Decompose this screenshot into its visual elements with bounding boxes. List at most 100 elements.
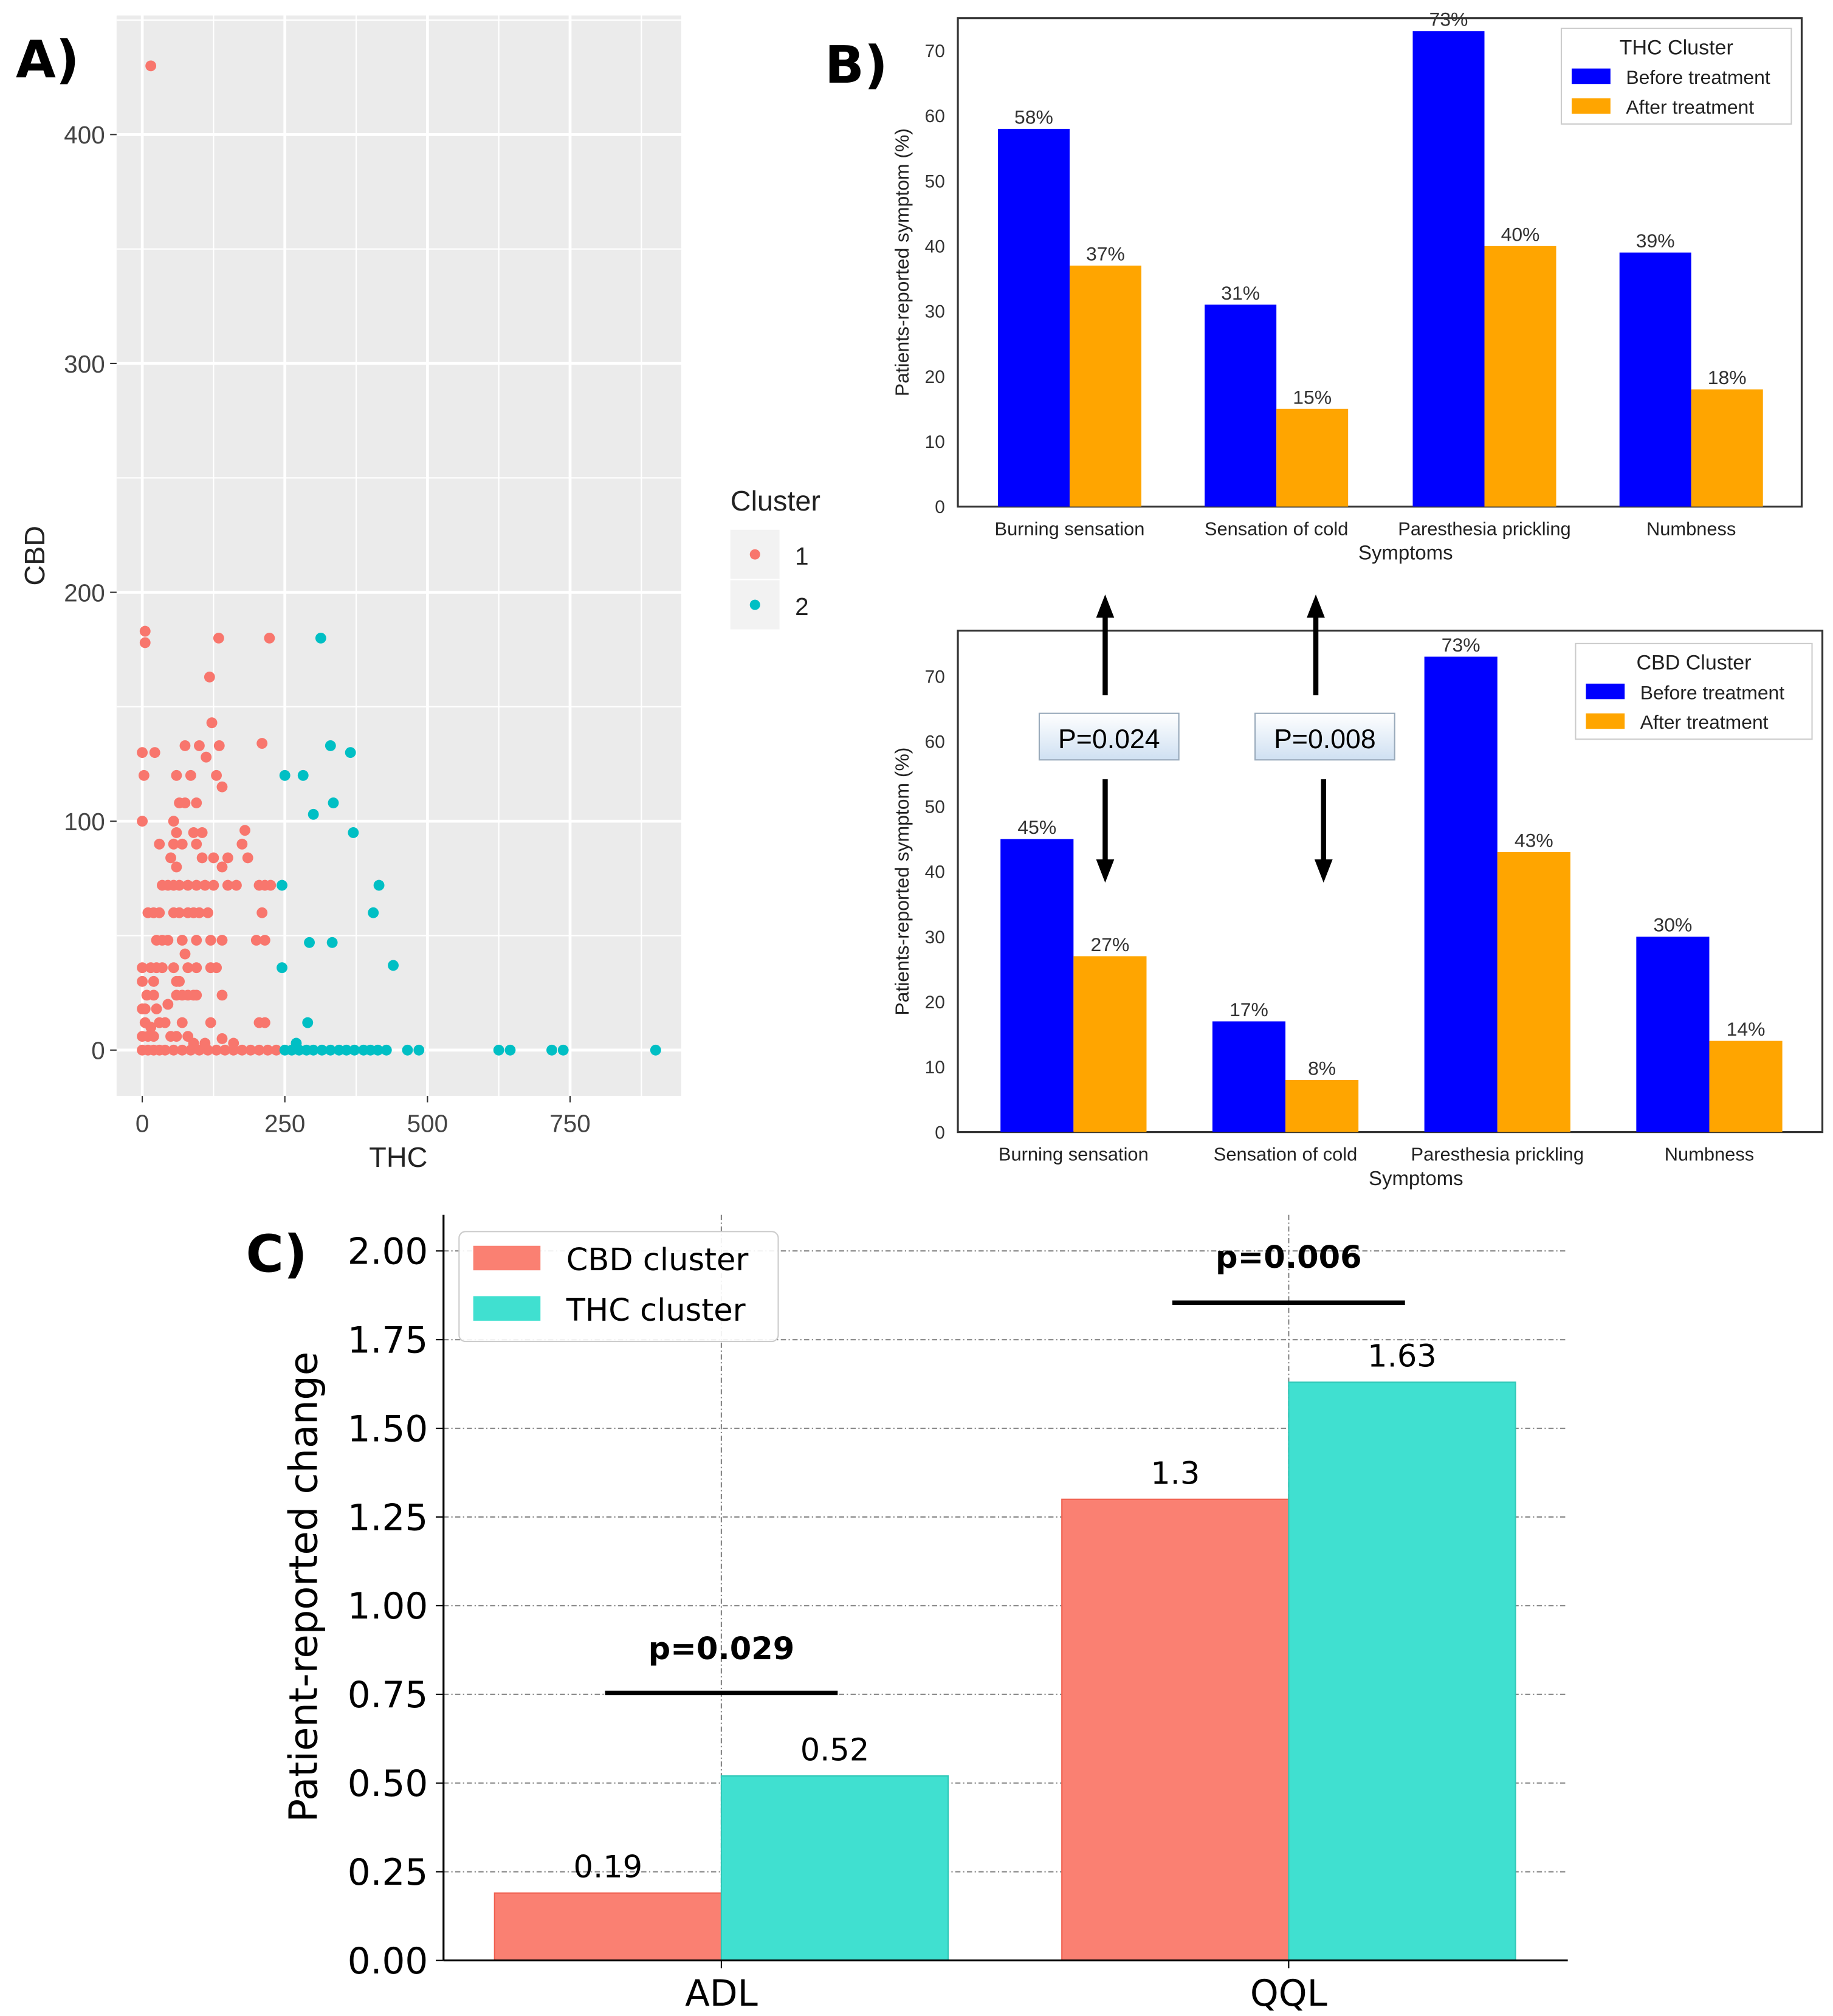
point-cluster-2 — [380, 1044, 392, 1056]
point-cluster-1 — [176, 935, 188, 946]
point-cluster-1 — [193, 907, 205, 918]
point-cluster-1 — [191, 962, 202, 974]
point-cluster-2 — [650, 1044, 661, 1056]
legend-label: CBD cluster — [566, 1242, 749, 1278]
bar-after-treatment — [1276, 408, 1349, 507]
point-cluster-1 — [211, 1044, 222, 1056]
y-axis-label: Patients-reported symptom (%) — [891, 128, 913, 396]
point-cluster-1 — [259, 935, 270, 946]
point-cluster-1 — [264, 632, 275, 644]
y-tick-label: 300 — [64, 350, 105, 378]
point-cluster-1 — [182, 962, 194, 974]
y-tick-label: 0.25 — [348, 1852, 428, 1894]
bar-value-label: 58% — [1014, 106, 1053, 128]
point-cluster-1 — [199, 879, 211, 891]
y-tick-label: 0 — [935, 1123, 945, 1143]
point-cluster-1 — [211, 769, 222, 781]
y-tick-label: 400 — [64, 121, 105, 149]
x-tick-label: Sensation of cold — [1214, 1143, 1358, 1165]
point-cluster-1 — [216, 989, 228, 1001]
point-cluster-1 — [176, 1044, 188, 1056]
point-cluster-1 — [179, 948, 191, 960]
point-cluster-1 — [196, 852, 208, 864]
point-cluster-1 — [191, 989, 202, 1001]
x-tick-label: Paresthesia prickling — [1411, 1143, 1584, 1165]
bar-after-treatment — [1484, 246, 1556, 507]
x-tick-label: Paresthesia prickling — [1398, 518, 1570, 539]
point-cluster-1 — [141, 989, 153, 1001]
point-cluster-2 — [413, 1044, 425, 1056]
legend-marker-2 — [749, 599, 760, 610]
y-tick-label: 40 — [925, 236, 945, 256]
point-cluster-1 — [222, 879, 233, 891]
point-cluster-1 — [137, 975, 148, 987]
point-cluster-2 — [402, 1044, 413, 1056]
point-cluster-1 — [219, 1044, 231, 1056]
point-cluster-1 — [245, 1044, 256, 1056]
bar-after-treatment — [1069, 265, 1141, 507]
bar-after-treatment — [1285, 1079, 1359, 1132]
point-cluster-1 — [139, 625, 151, 637]
y-axis-label: Patient-reported change — [281, 1352, 326, 1822]
point-cluster-1 — [137, 816, 148, 827]
bar-thc-cluster — [720, 1775, 949, 1961]
legend-label-2: 2 — [795, 593, 808, 621]
point-cluster-1 — [171, 861, 182, 873]
legend-swatch — [473, 1245, 541, 1271]
legend-label: Before treatment — [1640, 681, 1785, 703]
p-value-box — [1038, 712, 1180, 761]
legend-swatch — [1586, 713, 1625, 729]
point-cluster-2 — [345, 747, 356, 759]
y-tick-label: 1.50 — [348, 1408, 428, 1450]
x-tick-label: 750 — [549, 1110, 590, 1138]
point-cluster-1 — [256, 738, 268, 749]
point-cluster-1 — [179, 740, 191, 751]
point-cluster-1 — [202, 907, 213, 918]
significance-annotations-b: P=0.024 P=0.008 — [1038, 594, 1395, 883]
bar-value-label: 73% — [1429, 9, 1468, 30]
point-cluster-1 — [188, 1037, 199, 1049]
bar-value-label: 0.19 — [574, 1849, 643, 1885]
legend-swatch — [1586, 683, 1625, 700]
point-cluster-1 — [145, 60, 157, 72]
point-cluster-1 — [256, 907, 268, 918]
legend-title: Cluster — [731, 485, 820, 517]
bar-value-label: 31% — [1221, 282, 1260, 304]
point-cluster-2 — [373, 879, 385, 891]
y-tick-label: 2.00 — [348, 1231, 428, 1273]
point-cluster-1 — [159, 1044, 171, 1056]
y-tick-label: 70 — [925, 667, 945, 687]
point-cluster-1 — [149, 747, 160, 759]
panel-label-c: C) — [246, 1224, 307, 1284]
point-cluster-1 — [213, 740, 225, 751]
point-cluster-2 — [348, 827, 359, 838]
bar-value-label: 15% — [1293, 386, 1332, 408]
point-cluster-2 — [277, 962, 287, 974]
legend-swatch — [1572, 68, 1611, 84]
point-cluster-1 — [231, 879, 242, 891]
point-cluster-2 — [388, 960, 399, 971]
point-cluster-1 — [236, 1044, 248, 1056]
legend-title: THC Cluster — [1620, 36, 1733, 59]
bar-before-treatment — [1636, 937, 1710, 1132]
bar-before-treatment — [997, 128, 1070, 507]
bar-value-label: 1.63 — [1367, 1339, 1437, 1375]
bar-value-label: 40% — [1501, 223, 1540, 245]
legend-title: CBD Cluster — [1636, 651, 1751, 674]
bar-cbd-cluster — [494, 1892, 722, 1961]
bar-cbd-cluster — [1061, 1498, 1290, 1961]
arrow-up-icon — [1096, 594, 1115, 695]
point-cluster-1 — [171, 827, 182, 838]
point-cluster-2 — [504, 1044, 516, 1056]
x-tick-label: ADL — [685, 1973, 758, 2015]
bar-before-treatment — [1212, 1021, 1286, 1132]
x-tick-label: Sensation of cold — [1205, 518, 1349, 539]
point-cluster-1 — [204, 671, 215, 683]
y-tick-label: 20 — [925, 367, 945, 387]
x-axis-label: Symptoms — [1369, 1167, 1463, 1189]
bar-before-treatment — [1619, 252, 1691, 507]
point-cluster-1 — [193, 740, 205, 751]
legend-label: Before treatment — [1626, 66, 1770, 88]
x-axis-label: THC — [369, 1141, 427, 1173]
x-tick-label: 250 — [264, 1110, 305, 1138]
